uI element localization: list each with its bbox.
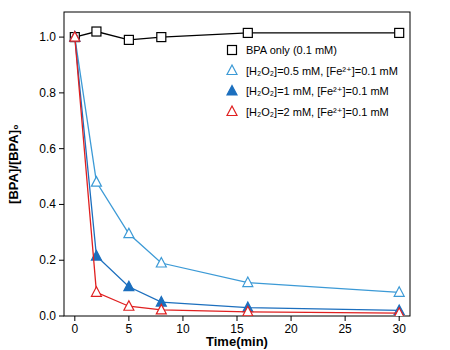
chart: 0510152025300.00.20.40.60.81.0Time(min)[… [0,0,450,350]
point [243,28,252,37]
legend-label: [H₂O₂]=0.5 mM, [Fe²⁺]=0.1 mM [246,65,398,77]
x-axis-label: Time(min) [206,334,268,349]
point [70,32,80,42]
point [156,304,166,314]
x-tick-label: 0 [71,322,78,336]
point [243,306,253,316]
x-tick-label: 5 [126,322,133,336]
y-tick [59,37,64,38]
series-line [75,37,399,313]
legend-marker [228,46,237,55]
x-tick [291,316,292,321]
plot-frame [64,12,410,316]
y-tick-label: 0.8 [39,86,56,100]
series-line [75,32,399,40]
y-tick-label: 1.0 [39,30,56,44]
plot-data [70,27,404,316]
x-tick-label: 20 [284,322,298,336]
point [70,32,80,42]
x-tick-label: 10 [176,322,190,336]
x-tick [74,316,75,321]
y-tick-label: 0.4 [39,197,56,211]
point [91,177,101,187]
x-tick-label: 30 [393,322,407,336]
x-tick [345,316,346,321]
point [124,35,133,44]
point [70,33,79,42]
x-tick [182,316,183,321]
point [91,287,101,297]
legend: BPA only (0.1 mM) [H₂O₂]=0.5 mM, [Fe²⁺]=0… [227,44,398,118]
point [156,258,166,268]
point [124,281,134,291]
legend-marker [227,86,237,96]
y-axis-label: [BPA]/[BPA]₀ [6,124,21,204]
legend-marker [227,65,237,75]
x-tick-label: 25 [338,322,352,336]
x-tick [237,316,238,321]
y-tick-label: 0.0 [39,309,56,323]
point [92,27,101,36]
legend-marker [227,106,237,116]
point [124,301,134,311]
legend-label: [H₂O₂]=2 mM, [Fe²⁺]=0.1 mM [246,106,389,118]
point [395,28,404,37]
y-tick-label: 0.6 [39,142,56,156]
point [394,287,404,297]
legend-label: BPA only (0.1 mM) [246,44,337,56]
y-tick-label: 0.2 [39,253,56,267]
y-tick [59,260,64,261]
point [394,308,404,316]
y-tick [59,92,64,93]
y-tick [59,148,64,149]
y-tick [59,204,64,205]
series-line [75,37,399,292]
point [243,277,253,287]
series-line [75,37,399,310]
point [124,228,134,238]
y-tick [59,316,64,317]
legend-label: [H₂O₂]=1 mM, [Fe²⁺]=0.1 mM [246,85,389,97]
point [70,32,80,42]
x-tick [128,316,129,321]
point [157,33,166,42]
x-tick [399,316,400,321]
